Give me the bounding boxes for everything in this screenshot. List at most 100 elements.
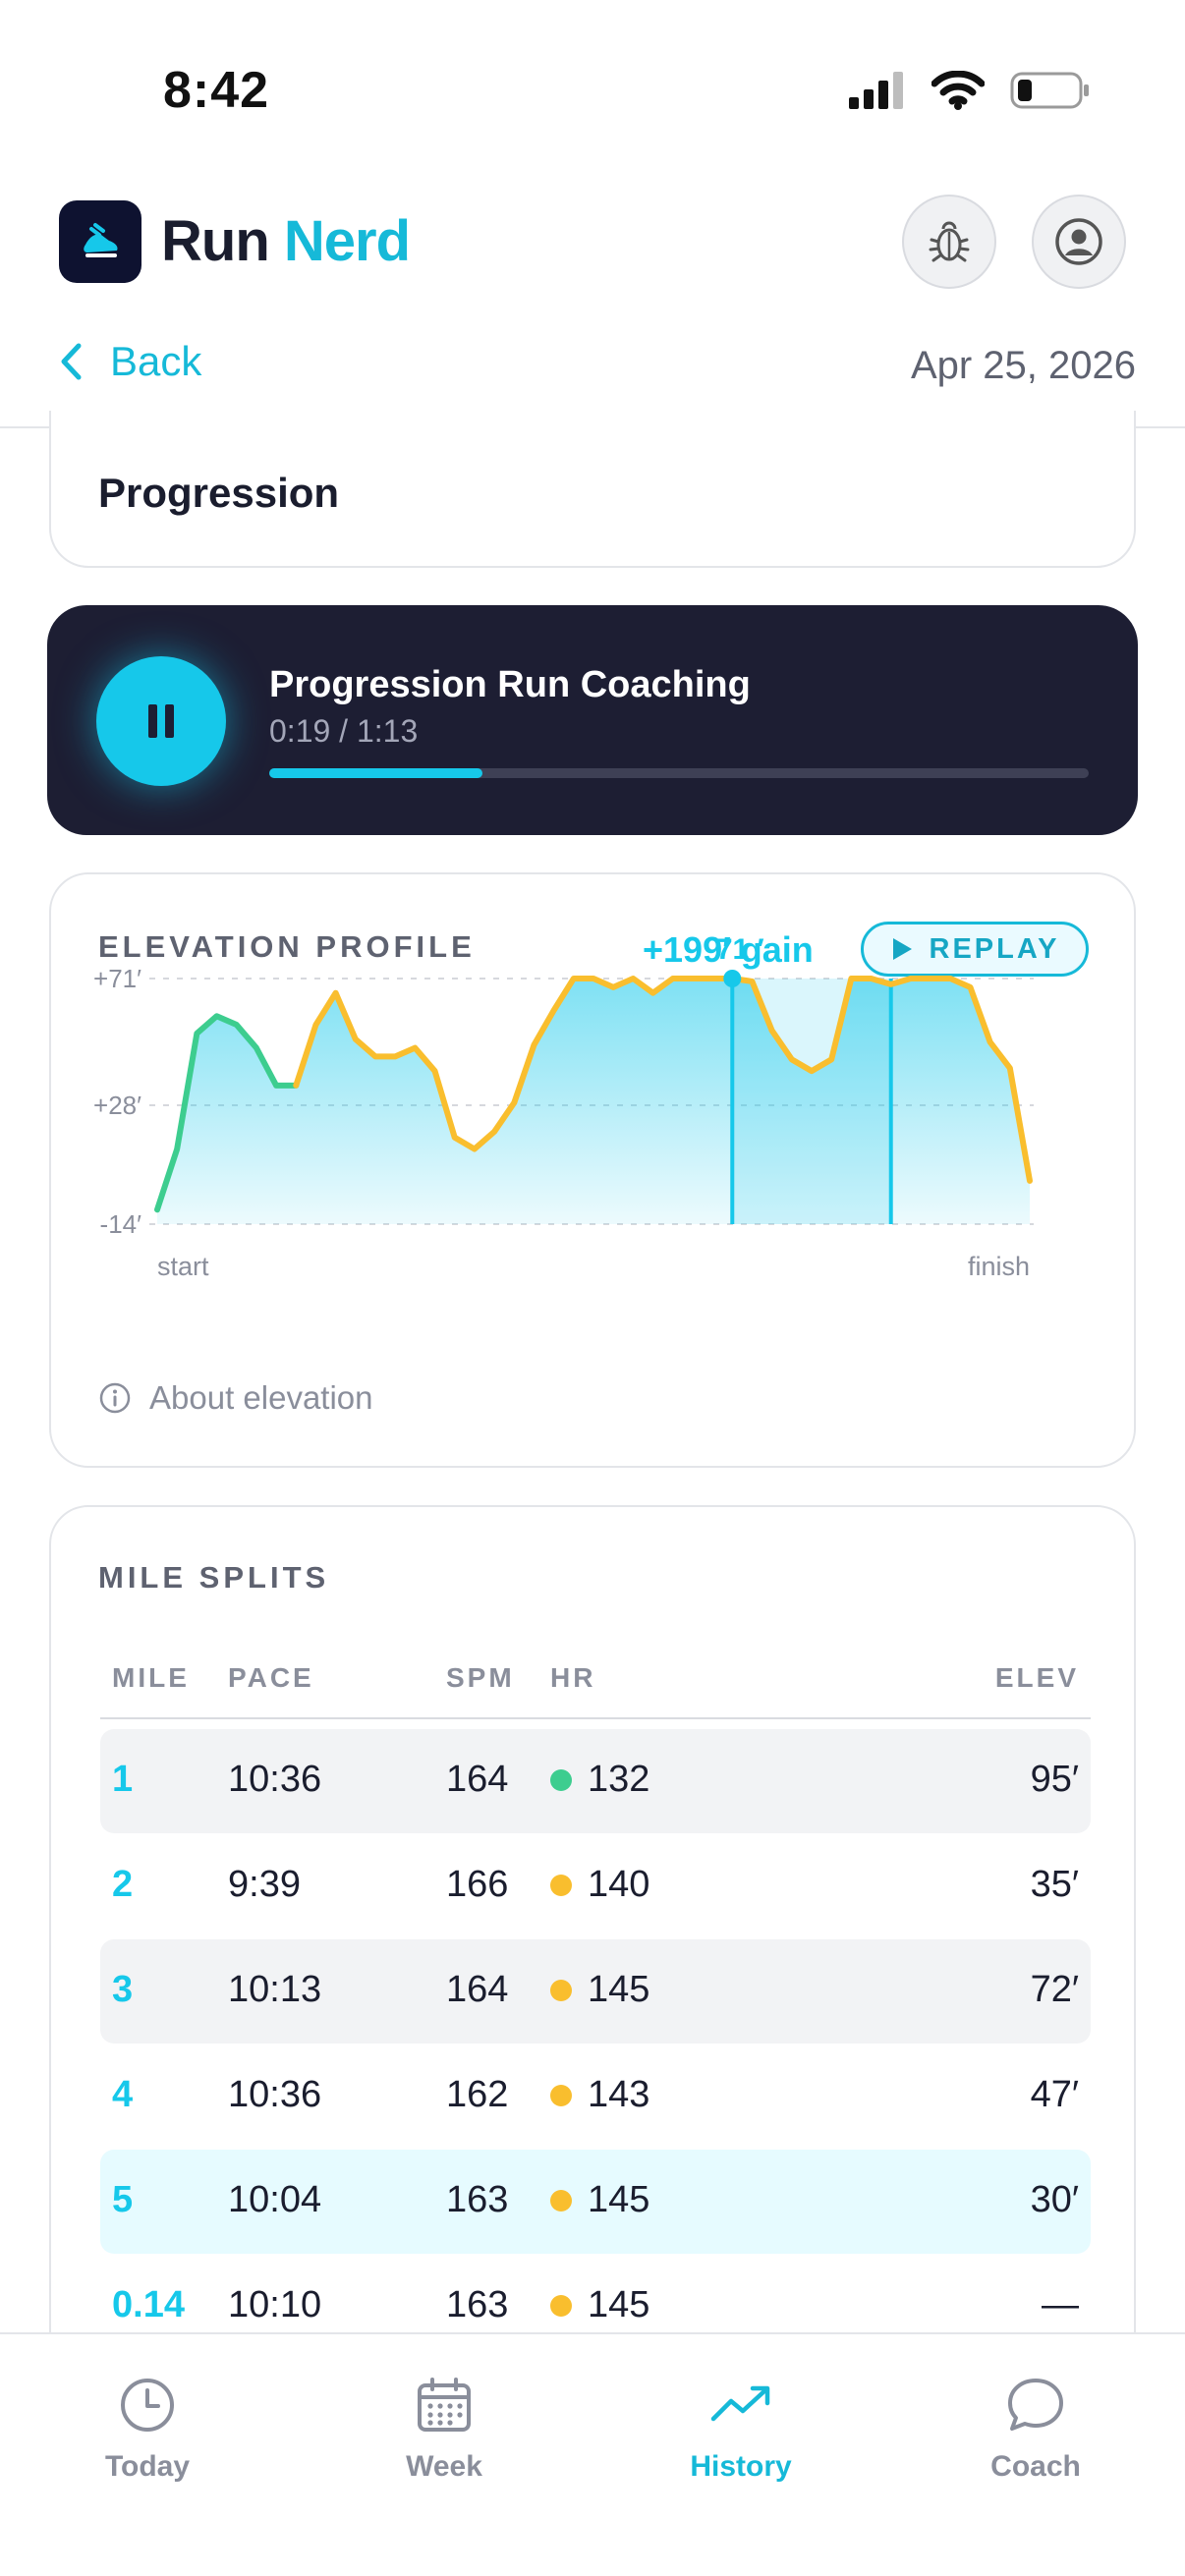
app-name-nerd: Nerd (283, 209, 411, 273)
coaching-title: Progression Run Coaching (269, 664, 751, 705)
app-logo (59, 200, 141, 283)
workout-title-card: Progression (49, 411, 1136, 568)
split-pace: 10:36 (228, 1759, 322, 1800)
wifi-icon (931, 71, 985, 110)
split-hr-value: 145 (588, 1969, 650, 2010)
split-spm: 164 (446, 1969, 509, 2010)
split-row[interactable]: 3 10:13 164 145 72′ (100, 1939, 1091, 2044)
workout-title: Progression (98, 470, 340, 516)
profile-button[interactable] (1032, 195, 1126, 289)
hr-zone-dot (550, 1874, 572, 1896)
split-elev: 30′ (1030, 2179, 1079, 2220)
split-spm: 162 (446, 2074, 509, 2115)
replay-label: REPLAY (929, 932, 1060, 965)
split-spm: 163 (446, 2179, 509, 2220)
column-header-spm: SPM (446, 1662, 515, 1693)
coaching-player: Progression Run Coaching 0:19 / 1:13 (47, 605, 1138, 835)
tab-today[interactable]: Today (39, 2370, 255, 2484)
tab-coach-label: Coach (990, 2450, 1081, 2483)
pause-button[interactable] (96, 656, 226, 786)
split-mile: 2 (112, 1864, 134, 1905)
elevation-gain: +199′ gain (643, 929, 814, 970)
split-elev: 95′ (1030, 1759, 1079, 1800)
split-pace: 10:13 (228, 1969, 322, 2010)
split-hr-value: 145 (588, 2284, 650, 2325)
hr-zone-dot (550, 2084, 572, 2106)
runner-shoe-icon (84, 223, 118, 257)
status-time: 8:42 (163, 62, 270, 119)
back-label: Back (110, 338, 202, 384)
position-marker-label: 71 ′ (716, 933, 764, 966)
y-tick-label: +28′ (93, 1091, 141, 1120)
split-pace: 10:10 (228, 2284, 322, 2325)
x-label-start: start (157, 1252, 209, 1281)
pause-icon (148, 704, 174, 738)
workout-date: Apr 25, 2026 (910, 344, 1136, 387)
tab-history-label: History (690, 2450, 792, 2483)
splits-table-header: MILE PACE SPM HR ELEV (100, 1649, 1091, 1719)
about-elevation-link[interactable]: About elevation (98, 1379, 373, 1417)
split-hr: 143 (550, 2074, 649, 2116)
replay-window (732, 979, 891, 1224)
split-hr-value: 145 (588, 2179, 650, 2220)
coaching-progress-fill (269, 768, 482, 778)
split-hr: 140 (550, 1864, 649, 1906)
split-elev: 47′ (1030, 2074, 1079, 2115)
split-mile: 3 (112, 1969, 134, 2010)
split-spm: 164 (446, 1759, 509, 1800)
split-pace: 9:39 (228, 1864, 301, 1905)
hr-zone-dot (550, 1768, 572, 1791)
bottom-tab-bar: Today Week History (0, 2332, 1185, 2576)
battery-icon (1010, 72, 1089, 109)
split-hr: 132 (550, 1759, 649, 1801)
tab-week[interactable]: Week (336, 2370, 552, 2484)
split-row[interactable]: 4 10:36 162 143 47′ (100, 2044, 1091, 2149)
split-mile: 1 (112, 1759, 134, 1800)
split-row-current[interactable]: 5 10:04 163 145 30′ (100, 2150, 1091, 2254)
hr-zone-dot (550, 2294, 572, 2317)
hr-zone-dot (550, 1979, 572, 2001)
split-row[interactable]: 2 9:39 166 140 35′ (100, 1834, 1091, 1938)
column-header-elev: ELEV (994, 1662, 1079, 1693)
chat-icon (1008, 2379, 1063, 2431)
split-mile: 5 (112, 2179, 134, 2220)
bug-report-button[interactable] (902, 195, 996, 289)
tab-week-label: Week (406, 2450, 482, 2483)
position-marker (723, 970, 742, 987)
chevron-left-icon (61, 343, 82, 380)
app-header: Run Nerd (0, 187, 1185, 305)
split-elev: 35′ (1030, 1864, 1079, 1905)
elevation-chart[interactable]: 71 ′ +71′ +28′ -14′ start finish (51, 874, 1138, 1366)
y-tick-label: +71′ (93, 964, 141, 993)
calendar-icon (418, 2378, 471, 2432)
hr-zone-dot (550, 2189, 572, 2212)
split-hr-value: 132 (588, 1759, 650, 1800)
tab-coach[interactable]: Coach (928, 2370, 1144, 2484)
split-row[interactable]: 1 10:36 164 132 95′ (100, 1729, 1091, 1833)
bug-icon (929, 221, 970, 262)
status-bar: 8:42 (0, 0, 1185, 187)
y-tick-label: -14′ (100, 1209, 142, 1239)
elevation-card: ELEVATION PROFILE +199′ gain REPLAY 71 ′… (49, 872, 1136, 1468)
play-icon (892, 938, 912, 960)
user-avatar-icon (1055, 218, 1102, 265)
coaching-progress-track[interactable] (269, 768, 1089, 778)
cellular-signal-icon (849, 72, 903, 109)
about-elevation-label: About elevation (149, 1379, 373, 1416)
split-hr: 145 (550, 2284, 649, 2326)
splits-section-label: MILE SPLITS (98, 1560, 330, 1595)
elevation-section-label: ELEVATION PROFILE (98, 929, 476, 964)
back-button[interactable]: Back (59, 338, 201, 385)
column-header-hr: HR (550, 1662, 596, 1693)
app-name: Run Nerd (161, 208, 411, 274)
info-icon (99, 1382, 131, 1414)
split-elev: 72′ (1030, 1969, 1079, 2010)
split-row[interactable]: 0.14 10:10 163 145 — (100, 2255, 1091, 2359)
split-hr: 145 (550, 2179, 649, 2221)
x-label-finish: finish (968, 1252, 1030, 1281)
replay-button[interactable]: REPLAY (861, 922, 1089, 977)
clock-icon (121, 2379, 174, 2432)
split-hr-value: 140 (588, 1864, 650, 1905)
tab-history[interactable]: History (633, 2370, 849, 2484)
elevation-line-yellow (293, 976, 1033, 1184)
